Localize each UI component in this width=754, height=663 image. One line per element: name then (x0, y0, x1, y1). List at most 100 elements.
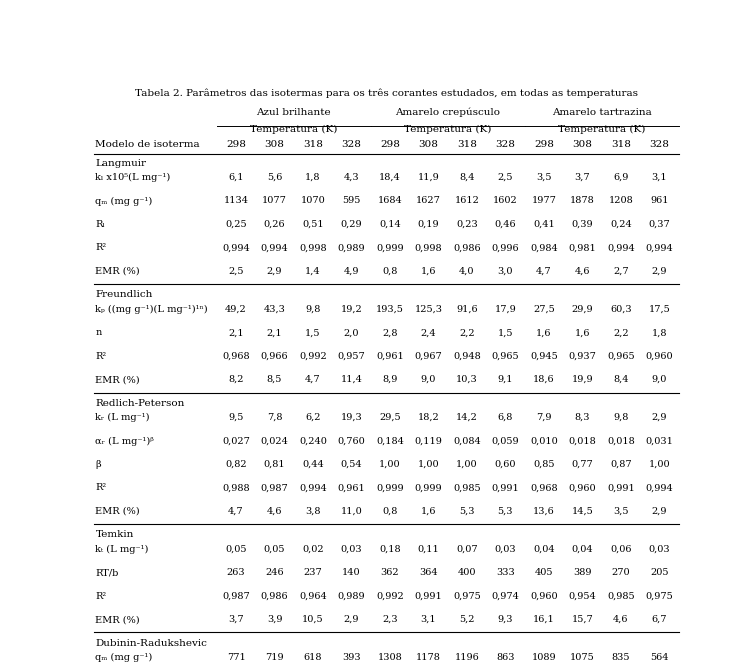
Text: 298: 298 (380, 141, 400, 149)
Text: 6,9: 6,9 (613, 173, 629, 182)
Text: 11,4: 11,4 (341, 375, 363, 384)
Text: 0,992: 0,992 (299, 351, 327, 361)
Text: 1,00: 1,00 (379, 460, 401, 469)
Text: 595: 595 (342, 196, 360, 206)
Text: 1977: 1977 (532, 196, 556, 206)
Text: Modelo de isoterma: Modelo de isoterma (96, 141, 200, 149)
Text: 1,6: 1,6 (536, 328, 552, 337)
Text: 193,5: 193,5 (376, 305, 404, 314)
Text: 2,9: 2,9 (344, 615, 359, 624)
Text: 364: 364 (419, 568, 438, 577)
Text: 2,3: 2,3 (382, 615, 398, 624)
Text: 7,8: 7,8 (267, 413, 282, 422)
Text: 0,961: 0,961 (376, 351, 404, 361)
Text: 393: 393 (342, 653, 361, 662)
Text: 0,77: 0,77 (572, 460, 593, 469)
Text: Freundlich: Freundlich (96, 290, 153, 300)
Text: 3,5: 3,5 (613, 507, 629, 516)
Text: 0,05: 0,05 (225, 544, 247, 554)
Text: 2,9: 2,9 (651, 267, 667, 276)
Text: 1612: 1612 (455, 196, 480, 206)
Text: 1308: 1308 (378, 653, 403, 662)
Text: 0,999: 0,999 (415, 483, 443, 493)
Text: 27,5: 27,5 (533, 305, 555, 314)
Text: 0,05: 0,05 (264, 544, 285, 554)
Text: 0,985: 0,985 (607, 591, 635, 601)
Text: R²: R² (96, 483, 106, 493)
Text: 9,1: 9,1 (498, 375, 513, 384)
Text: R²: R² (96, 591, 106, 601)
Text: 1,6: 1,6 (421, 507, 437, 516)
Text: 19,3: 19,3 (341, 413, 363, 422)
Text: αᵣ (L mg⁻¹)ᵝ: αᵣ (L mg⁻¹)ᵝ (96, 436, 154, 446)
Text: 835: 835 (611, 653, 630, 662)
Text: 0,14: 0,14 (379, 220, 401, 229)
Text: 1208: 1208 (608, 196, 633, 206)
Text: 1,6: 1,6 (575, 328, 590, 337)
Text: 0,999: 0,999 (376, 243, 404, 253)
Text: 0,82: 0,82 (225, 460, 247, 469)
Text: 0,87: 0,87 (610, 460, 632, 469)
Text: 8,3: 8,3 (575, 413, 590, 422)
Text: 1089: 1089 (532, 653, 556, 662)
Text: Amarelo tartrazina: Amarelo tartrazina (552, 107, 651, 117)
Text: EMR (%): EMR (%) (96, 267, 140, 276)
Text: 125,3: 125,3 (415, 305, 443, 314)
Text: 5,3: 5,3 (498, 507, 513, 516)
Text: 15,7: 15,7 (572, 615, 593, 624)
Text: kₗ x10⁵(L mg⁻¹): kₗ x10⁵(L mg⁻¹) (96, 173, 170, 182)
Text: 1075: 1075 (570, 653, 595, 662)
Text: 19,2: 19,2 (341, 305, 363, 314)
Text: 8,4: 8,4 (459, 173, 475, 182)
Text: 0,960: 0,960 (530, 591, 558, 601)
Text: 0,39: 0,39 (572, 220, 593, 229)
Text: 400: 400 (458, 568, 477, 577)
Text: 1,8: 1,8 (305, 173, 320, 182)
Text: 0,945: 0,945 (530, 351, 558, 361)
Text: 4,6: 4,6 (267, 507, 282, 516)
Text: 60,3: 60,3 (610, 305, 632, 314)
Text: 1134: 1134 (223, 196, 249, 206)
Text: Amarelo crepúsculo: Amarelo crepúsculo (395, 107, 500, 117)
Text: 6,8: 6,8 (498, 413, 513, 422)
Text: 9,0: 9,0 (651, 375, 667, 384)
Text: RT/b: RT/b (96, 568, 119, 577)
Text: 328: 328 (495, 141, 516, 149)
Text: 0,027: 0,027 (222, 436, 250, 446)
Text: 18,2: 18,2 (418, 413, 440, 422)
Text: 3,7: 3,7 (228, 615, 244, 624)
Text: 1,00: 1,00 (648, 460, 670, 469)
Text: 0,994: 0,994 (299, 483, 327, 493)
Text: 0,988: 0,988 (222, 483, 250, 493)
Text: 0,29: 0,29 (341, 220, 363, 229)
Text: 0,024: 0,024 (261, 436, 289, 446)
Text: kₜ (L mg⁻¹): kₜ (L mg⁻¹) (96, 544, 149, 554)
Text: 0,961: 0,961 (338, 483, 366, 493)
Text: 308: 308 (265, 141, 284, 149)
Text: 29,9: 29,9 (572, 305, 593, 314)
Text: EMR (%): EMR (%) (96, 615, 140, 624)
Text: 10,3: 10,3 (456, 375, 478, 384)
Text: 17,5: 17,5 (648, 305, 670, 314)
Text: 0,994: 0,994 (261, 243, 289, 253)
Text: 0,04: 0,04 (533, 544, 555, 554)
Text: 5,3: 5,3 (459, 507, 475, 516)
Text: 1077: 1077 (262, 196, 287, 206)
Text: 6,2: 6,2 (305, 413, 320, 422)
Text: 0,04: 0,04 (572, 544, 593, 554)
Text: 3,9: 3,9 (267, 615, 282, 624)
Text: 0,975: 0,975 (645, 591, 673, 601)
Text: 0,018: 0,018 (607, 436, 635, 446)
Text: 0,03: 0,03 (495, 544, 516, 554)
Text: 0,948: 0,948 (453, 351, 481, 361)
Text: 0,994: 0,994 (645, 243, 673, 253)
Text: 0,989: 0,989 (338, 243, 365, 253)
Text: 0,60: 0,60 (495, 460, 516, 469)
Text: 1,6: 1,6 (421, 267, 437, 276)
Text: 308: 308 (572, 141, 593, 149)
Text: 1,5: 1,5 (305, 328, 320, 337)
Text: 0,994: 0,994 (222, 243, 250, 253)
Text: 2,7: 2,7 (613, 267, 629, 276)
Text: 0,987: 0,987 (222, 591, 250, 601)
Text: 0,991: 0,991 (607, 483, 635, 493)
